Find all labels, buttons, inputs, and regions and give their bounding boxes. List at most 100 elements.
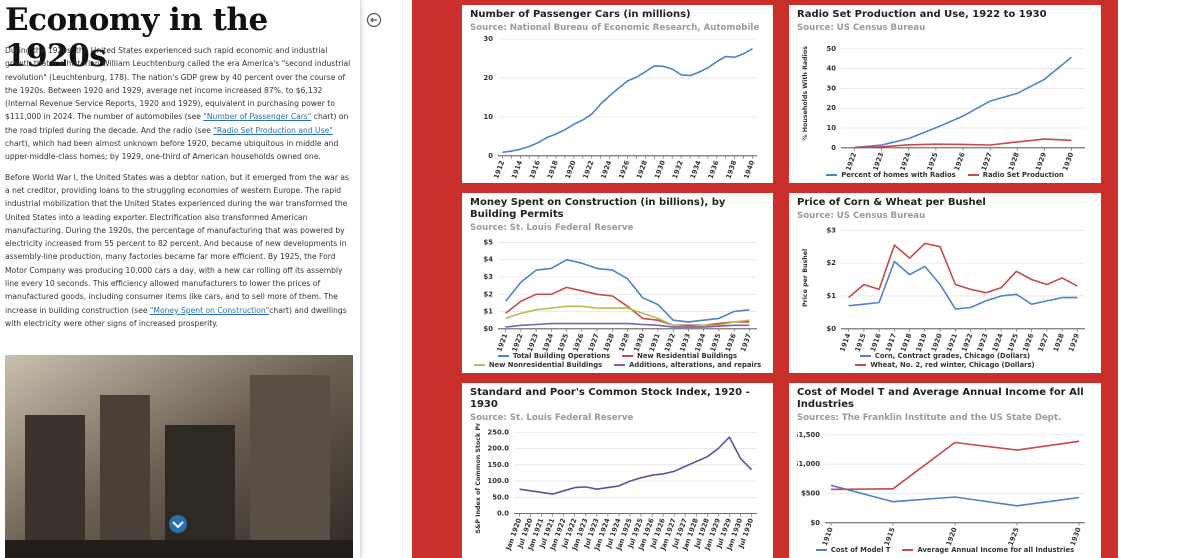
y-tick-label: 0.0 xyxy=(497,510,509,518)
article-body: During the 1920s, the United States expe… xyxy=(5,44,351,337)
legend-label: New Residential Buildings xyxy=(637,352,738,360)
x-tick-label: 1925 xyxy=(1006,332,1020,352)
x-tick-label: 1924 xyxy=(541,332,555,352)
y-tick-label: 250.0 xyxy=(488,428,510,436)
chart-source: Source: US Census Bureau xyxy=(797,23,926,33)
chart-title: Cost of Model T and Average Annual Incom… xyxy=(797,387,1084,410)
series-line xyxy=(504,258,750,323)
y-tick-label: $3 xyxy=(827,226,837,234)
series-line xyxy=(505,305,750,328)
y-axis-label: % Households With Radios xyxy=(802,46,809,141)
legend: Corn, Contract grades, Chicago (Dollars)… xyxy=(797,352,1093,369)
link[interactable]: "Number of Passenger Cars" xyxy=(203,112,312,122)
y-tick-label: 50 xyxy=(827,45,837,53)
legend-swatch xyxy=(622,355,634,357)
legend-label: Cost of Model T xyxy=(830,546,891,554)
link[interactable]: "Radio Set Production and Use" xyxy=(213,125,333,135)
chart-source: Source: St. Louis Federal Reserve xyxy=(470,223,634,233)
chart-plot: Price per Bushel $0 $1 $2 $3 1914 1915 1916 1917… xyxy=(802,226,1085,352)
x-tick-label: 1922 xyxy=(844,151,858,171)
chart-card: Cost of Model T and Average Annual Incom… xyxy=(789,383,1101,558)
x-tick-label: 1929 xyxy=(1034,151,1048,171)
y-tick-label: 30 xyxy=(827,84,837,92)
x-tick-label: 1914 xyxy=(838,332,852,352)
collapse-button[interactable] xyxy=(364,10,384,30)
text: chart) on the road tripled during the de… xyxy=(5,112,349,135)
factory-photo xyxy=(5,355,353,558)
x-tick-label: 1930 xyxy=(1061,151,1075,171)
y-tick-label: 20 xyxy=(484,74,494,82)
y-tick-label: 200.0 xyxy=(488,445,510,453)
x-tick-label: 1920 xyxy=(564,159,578,179)
x-tick-label: 1924 xyxy=(899,151,913,171)
x-tick-label: 1931 xyxy=(648,332,662,352)
x-tick-label: 1917 xyxy=(884,332,898,352)
y-tick-label: 30 xyxy=(484,35,494,43)
x-tick-label: 1930 xyxy=(1069,526,1083,546)
x-tick-label: 1940 xyxy=(742,159,756,179)
legend-label: Average Annual Income for all Industries xyxy=(917,546,1075,554)
x-tick-label: 1924 xyxy=(991,332,1005,352)
series-line xyxy=(830,440,1080,491)
legend-swatch xyxy=(902,549,914,551)
legend-item: Cost of Model T xyxy=(815,546,891,554)
chart-source: Source: US Census Bureau xyxy=(797,211,926,221)
link[interactable]: "Money Spent on Construction" xyxy=(149,305,270,315)
x-tick-label: 1918 xyxy=(546,159,560,179)
series-line xyxy=(519,436,753,495)
x-tick-label: 1923 xyxy=(871,151,885,171)
chart-source: Source: National Bureau of Economic Rese… xyxy=(470,23,760,33)
x-tick-label: 1912 xyxy=(492,159,506,179)
y-tick-label: $1,000 xyxy=(797,460,820,468)
y-tick-label: 100.0 xyxy=(488,477,510,485)
legend-label: Total Building Operations xyxy=(512,352,611,360)
y-tick-label: 50.0 xyxy=(492,493,509,501)
y-tick-label: 10 xyxy=(827,124,837,132)
x-tick-label: 1923 xyxy=(526,332,540,352)
x-tick-label: 1934 xyxy=(693,332,707,352)
chart-plot: S&P Index of Common Stock Prices 0.0 50.0 1… xyxy=(475,423,757,552)
x-tick-label: 1920 xyxy=(930,332,944,352)
series-line xyxy=(830,484,1080,507)
chart-card: Radio Set Production and Use, 1922 to 19… xyxy=(789,5,1101,183)
chart-title: Standard and Poor's Common Stock Index, … xyxy=(470,387,750,410)
series-line xyxy=(505,322,750,328)
y-tick-label: 40 xyxy=(827,65,837,73)
x-tick-label: 1919 xyxy=(915,332,929,352)
legend-item: Total Building Operations xyxy=(497,352,611,360)
x-tick-label: 1937 xyxy=(739,332,753,352)
x-tick-label: 1922 xyxy=(582,159,596,179)
series-line xyxy=(502,48,753,154)
y-axis-label: Price per Bushel xyxy=(802,249,809,307)
y-tick-label: 10 xyxy=(484,113,494,121)
x-tick-label: 1936 xyxy=(724,332,738,352)
paragraph: Before World War I, the United States wa… xyxy=(5,171,351,331)
legend-label: Percent of homes with Radios xyxy=(841,171,956,179)
charts-panel: Number of Passenger Cars (in millions) So… xyxy=(412,0,1118,558)
legend-swatch xyxy=(859,355,871,357)
legend-item: Percent of homes with Radios xyxy=(826,171,956,179)
scroll-down-button[interactable] xyxy=(169,515,187,533)
x-tick-label: 1934 xyxy=(689,159,703,179)
x-tick-label: 1925 xyxy=(926,151,940,171)
x-tick-label: 1928 xyxy=(602,332,616,352)
chart-plot: $0 $500 $1,000 $1,500 1910 1915 1920 1925 1930 xyxy=(797,431,1085,546)
legend-label: Wheat, No. 2, red winter, Chicago (Dolla… xyxy=(870,361,1035,369)
text: chart), which had been almost unknown be… xyxy=(5,139,339,162)
x-tick-label: 1925 xyxy=(1007,526,1021,546)
legend-item: Average Annual Income for all Industries xyxy=(902,546,1074,554)
legend-item: New Nonresidential Buildings xyxy=(473,361,602,369)
chart-plot: 0 10 20 30 1912 1914 1916 1918 1920 1922 1924 1926 1… xyxy=(484,35,757,179)
y-axis-label: S&P Index of Common Stock Prices xyxy=(475,423,482,534)
x-tick-label: 1921 xyxy=(945,332,959,352)
series-line xyxy=(854,138,1072,149)
x-tick-label: 1914 xyxy=(510,159,524,179)
legend: Total Building Operations New Residential… xyxy=(470,352,765,369)
x-tick-label: 1922 xyxy=(960,332,974,352)
y-tick-label: 20 xyxy=(827,104,837,112)
y-tick-label: $2 xyxy=(484,290,494,298)
y-tick-label: $2 xyxy=(827,259,837,267)
chart-plot: % Households With Radios 0 10 20 30 40 50 1922 1… xyxy=(802,45,1085,171)
chart-plot: $0 $1 $2 $3 $4 $5 1921 1922 1923 1924 1925 1926 1927… xyxy=(484,238,757,352)
